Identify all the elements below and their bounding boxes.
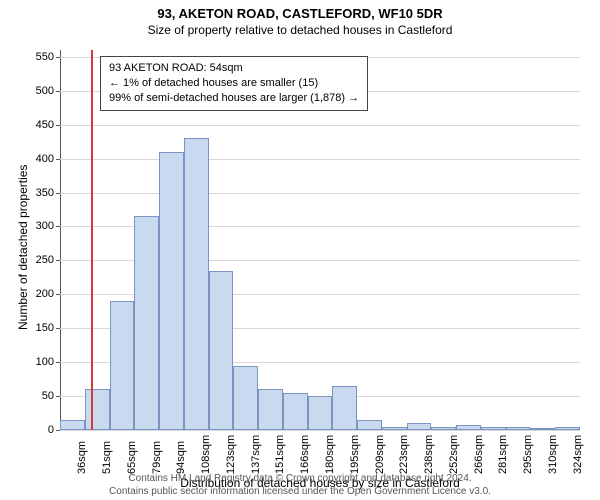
info-line-2: ← 1% of detached houses are smaller (15)	[109, 76, 359, 91]
x-tick-label: 310sqm	[547, 435, 559, 474]
x-tick-label: 79sqm	[151, 441, 163, 474]
x-tick-label: 123sqm	[225, 435, 237, 474]
y-tick-label: 150	[14, 322, 54, 334]
y-tick-mark	[56, 362, 60, 363]
x-tick-label: 180sqm	[324, 435, 336, 474]
histogram-bar	[85, 389, 110, 430]
y-tick-mark	[56, 294, 60, 295]
y-tick-mark	[56, 159, 60, 160]
y-tick-label: 100	[14, 356, 54, 368]
x-tick-label: 281sqm	[497, 435, 509, 474]
histogram-bar	[209, 271, 234, 430]
y-tick-label: 0	[14, 424, 54, 436]
x-tick-label: 137sqm	[250, 435, 262, 474]
x-tick-label: 238sqm	[423, 435, 435, 474]
page-title: 93, AKETON ROAD, CASTLEFORD, WF10 5DR	[0, 0, 600, 21]
histogram-bar	[357, 420, 382, 430]
histogram-bar	[159, 152, 184, 430]
y-tick-label: 350	[14, 187, 54, 199]
y-axis-line	[60, 50, 61, 430]
info-line-1: 93 AKETON ROAD: 54sqm	[109, 61, 359, 76]
x-tick-label: 295sqm	[522, 435, 534, 474]
chart-container: 93, AKETON ROAD, CASTLEFORD, WF10 5DR Si…	[0, 0, 600, 500]
y-tick-label: 200	[14, 288, 54, 300]
histogram-bar	[184, 138, 209, 430]
y-tick-label: 400	[14, 153, 54, 165]
histogram-bar	[258, 389, 283, 430]
histogram-bar	[308, 396, 333, 430]
y-tick-mark	[56, 430, 60, 431]
histogram-bar	[382, 427, 407, 430]
y-tick-label: 500	[14, 85, 54, 97]
y-tick-mark	[56, 226, 60, 227]
x-tick-label: 94sqm	[175, 441, 187, 474]
histogram-bar	[233, 366, 258, 430]
x-tick-label: 195sqm	[349, 435, 361, 474]
page-subtitle: Size of property relative to detached ho…	[0, 21, 600, 37]
histogram-bar	[456, 425, 481, 430]
histogram-bar	[110, 301, 135, 430]
histogram-bar	[134, 216, 159, 430]
histogram-bar	[407, 423, 432, 430]
x-tick-label: 324sqm	[572, 435, 584, 474]
y-tick-label: 250	[14, 254, 54, 266]
y-tick-label: 550	[14, 51, 54, 63]
x-tick-label: 108sqm	[200, 435, 212, 474]
histogram-bar	[481, 427, 506, 430]
y-tick-mark	[56, 57, 60, 58]
histogram-bar	[332, 386, 357, 430]
y-tick-label: 450	[14, 119, 54, 131]
y-tick-label: 300	[14, 220, 54, 232]
grid-line	[60, 159, 580, 160]
x-tick-label: 209sqm	[374, 435, 386, 474]
footer: Contains HM Land Registry data © Crown c…	[0, 473, 600, 498]
x-tick-label: 65sqm	[126, 441, 138, 474]
chart-area: 93 AKETON ROAD: 54sqm ← 1% of detached h…	[60, 50, 580, 430]
grid-line	[60, 193, 580, 194]
grid-line	[60, 430, 580, 431]
x-tick-label: 151sqm	[274, 435, 286, 474]
histogram-bar	[530, 428, 555, 430]
reference-line	[91, 50, 93, 430]
histogram-bar	[60, 420, 85, 430]
y-tick-mark	[56, 193, 60, 194]
y-tick-mark	[56, 125, 60, 126]
x-tick-label: 166sqm	[299, 435, 311, 474]
info-box: 93 AKETON ROAD: 54sqm ← 1% of detached h…	[100, 56, 368, 111]
x-tick-label: 36sqm	[76, 441, 88, 474]
x-tick-label: 223sqm	[398, 435, 410, 474]
x-tick-label: 51sqm	[101, 441, 113, 474]
histogram-bar	[555, 427, 580, 430]
info-line-3: 99% of semi-detached houses are larger (…	[109, 91, 359, 106]
grid-line	[60, 125, 580, 126]
x-tick-label: 252sqm	[448, 435, 460, 474]
y-tick-label: 50	[14, 390, 54, 402]
histogram-bar	[431, 427, 456, 430]
y-tick-mark	[56, 396, 60, 397]
x-tick-label: 266sqm	[473, 435, 485, 474]
footer-line-2: Contains public sector information licen…	[0, 486, 600, 499]
footer-line-1: Contains HM Land Registry data © Crown c…	[0, 473, 600, 486]
histogram-bar	[283, 393, 308, 430]
y-tick-mark	[56, 328, 60, 329]
y-tick-mark	[56, 260, 60, 261]
histogram-bar	[506, 427, 531, 430]
y-tick-mark	[56, 91, 60, 92]
